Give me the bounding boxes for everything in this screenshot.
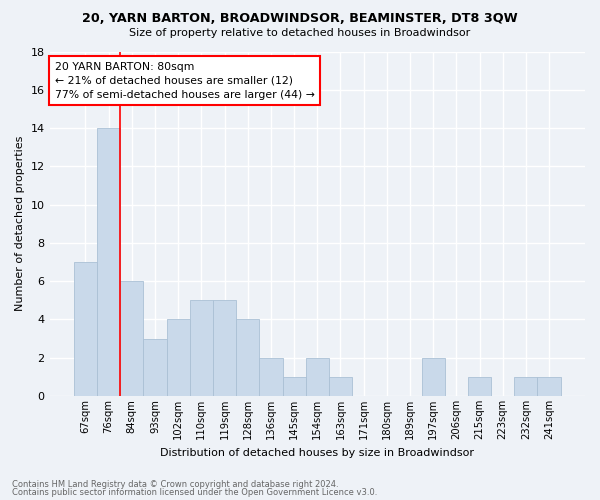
Bar [74,262,97,396]
Bar [236,320,259,396]
Bar [190,300,213,396]
Text: Size of property relative to detached houses in Broadwindsor: Size of property relative to detached ho… [130,28,470,38]
Bar [422,358,445,396]
Y-axis label: Number of detached properties: Number of detached properties [15,136,25,312]
Bar [97,128,120,396]
Bar [213,300,236,396]
Bar [259,358,283,396]
Text: 20 YARN BARTON: 80sqm
← 21% of detached houses are smaller (12)
77% of semi-deta: 20 YARN BARTON: 80sqm ← 21% of detached … [55,62,315,100]
Bar [329,377,352,396]
Bar [167,320,190,396]
Bar [514,377,538,396]
Bar [143,338,167,396]
Bar [283,377,305,396]
Bar [305,358,329,396]
Text: Contains public sector information licensed under the Open Government Licence v3: Contains public sector information licen… [12,488,377,497]
Bar [120,281,143,396]
Text: Contains HM Land Registry data © Crown copyright and database right 2024.: Contains HM Land Registry data © Crown c… [12,480,338,489]
Bar [468,377,491,396]
Text: 20, YARN BARTON, BROADWINDSOR, BEAMINSTER, DT8 3QW: 20, YARN BARTON, BROADWINDSOR, BEAMINSTE… [82,12,518,26]
X-axis label: Distribution of detached houses by size in Broadwindsor: Distribution of detached houses by size … [160,448,474,458]
Bar [538,377,560,396]
